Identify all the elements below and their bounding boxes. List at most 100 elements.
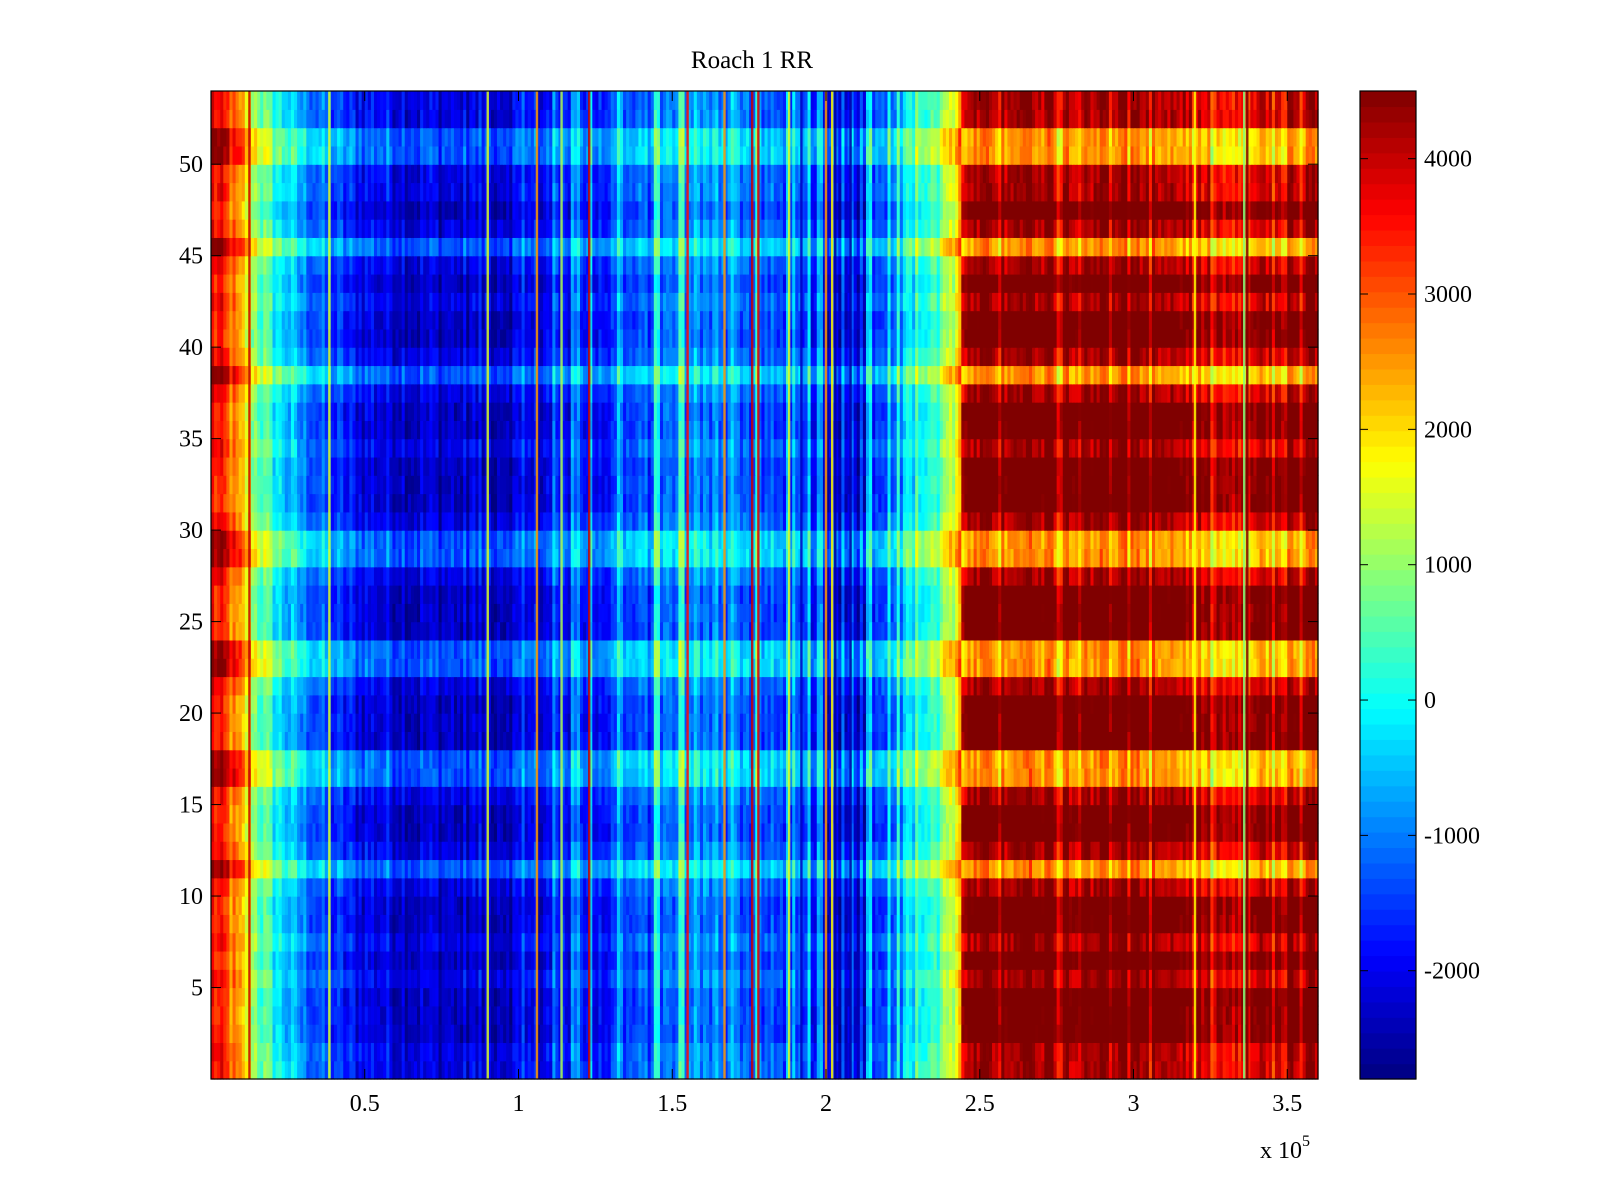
heatmap-cell: [902, 1042, 907, 1062]
heatmap-cell: [570, 1042, 575, 1062]
heatmap-cell: [1302, 1060, 1307, 1080]
heatmap-cell: [912, 1024, 916, 1044]
heatmap-cell: [1118, 1060, 1122, 1080]
heatmap-cell: [1293, 1060, 1298, 1080]
heatmap-cell: [287, 1060, 292, 1080]
heatmap-cell: [214, 1042, 218, 1062]
heatmap-cell: [312, 1042, 317, 1062]
heatmap-cell: [819, 1042, 824, 1062]
heatmap-cell: [506, 1005, 510, 1025]
heatmap-cell: [844, 1060, 849, 1080]
heatmap-cell: [650, 1024, 655, 1044]
heatmap-cell: [616, 1024, 621, 1044]
heatmap-cell: [690, 1060, 695, 1080]
heatmap-cell: [988, 1060, 993, 1080]
heatmap-cell: [822, 1024, 827, 1044]
heatmap-cell: [373, 1005, 378, 1025]
heatmap-cell: [789, 1042, 793, 1062]
heatmap-cell: [370, 1005, 375, 1025]
heatmap-cell: [727, 1042, 732, 1062]
heatmap-cell: [1231, 1060, 1236, 1080]
heatmap-cell: [1019, 1042, 1024, 1062]
heatmap-cell: [752, 1060, 756, 1080]
heatmap-cell: [1096, 1024, 1101, 1044]
heatmap-cell: [792, 1024, 796, 1044]
heatmap-cell: [1053, 1060, 1058, 1080]
heatmap-cell: [703, 1042, 707, 1062]
heatmap-cell: [515, 1024, 520, 1044]
heatmap-cell: [1290, 1024, 1294, 1044]
heatmap-cell: [1308, 1060, 1313, 1080]
heatmap-cell: [232, 1024, 237, 1044]
heatmap-cell: [361, 1060, 366, 1080]
heatmap-cell: [739, 1060, 744, 1080]
heatmap-cell: [367, 1024, 372, 1044]
heatmap-cell: [512, 1024, 517, 1044]
heatmap-cell: [1265, 1042, 1270, 1062]
heatmap-cell: [260, 1060, 264, 1080]
heatmap-cell: [217, 1005, 221, 1025]
heatmap-cell: [656, 1042, 661, 1062]
heatmap-cell: [979, 1060, 984, 1080]
heatmap-cell: [687, 1042, 692, 1062]
heatmap-cell: [958, 1024, 962, 1044]
heatmap-cell: [457, 1042, 461, 1062]
heatmap-cell: [389, 1042, 394, 1062]
heatmap-cell: [337, 1060, 341, 1080]
heatmap-cell: [235, 1005, 240, 1025]
heatmap-cell: [893, 1042, 898, 1062]
heatmap-cell: [706, 1024, 710, 1044]
heatmap-cell: [413, 1005, 418, 1025]
heatmap-cell: [909, 1060, 913, 1080]
heatmap-cell: [1010, 1042, 1015, 1062]
heatmap-cell: [703, 1024, 707, 1044]
heatmap-cell: [598, 1024, 603, 1044]
heatmap-cell: [758, 1060, 763, 1080]
heatmap-cell: [706, 1042, 710, 1062]
heatmap-cell: [509, 1005, 513, 1025]
heatmap-cell: [933, 1060, 938, 1080]
heatmap-cell: [481, 1060, 486, 1080]
heatmap-cell: [853, 1042, 858, 1062]
heatmap-cell: [942, 1024, 947, 1044]
heatmap-cell: [512, 1042, 517, 1062]
heatmap-cell: [1115, 1042, 1119, 1062]
heatmap-cell: [472, 1024, 477, 1044]
heatmap-cell: [782, 1060, 787, 1080]
heatmap-cell: [226, 1042, 231, 1062]
heatmap-cell: [533, 1060, 538, 1080]
heatmap-cell: [1142, 1042, 1147, 1062]
heatmap-cell: [490, 1005, 495, 1025]
heatmap-cell: [290, 1060, 295, 1080]
heatmap-cell: [595, 1060, 600, 1080]
heatmap-cell: [1274, 1060, 1279, 1080]
heatmap-cell: [687, 1060, 692, 1080]
heatmap-cell: [235, 1024, 240, 1044]
heatmap-cell: [1173, 1024, 1178, 1044]
heatmap-cell: [1155, 1042, 1159, 1062]
heatmap-cell: [475, 1005, 480, 1025]
heatmap-cell: [776, 1024, 781, 1044]
heatmap-cell: [896, 1042, 901, 1062]
heatmap-cell: [398, 1005, 403, 1025]
heatmap-cell: [838, 1042, 842, 1062]
heatmap-cell: [238, 1024, 243, 1044]
heatmap-cell: [496, 1060, 501, 1080]
heatmap-cell: [493, 1005, 498, 1025]
heatmap-cell: [949, 1024, 953, 1044]
heatmap-cell: [223, 1042, 227, 1062]
heatmap-cell: [340, 1042, 344, 1062]
heatmap-cell: [1028, 1042, 1033, 1062]
heatmap-cell: [619, 1060, 624, 1080]
heatmap-cell: [1244, 1042, 1248, 1062]
heatmap-cell: [1161, 1024, 1165, 1044]
heatmap-cell: [1176, 1060, 1181, 1080]
heatmap-cell: [281, 1005, 286, 1025]
heatmap-cell: [844, 1042, 849, 1062]
heatmap-cell: [586, 1024, 590, 1044]
heatmap-cell: [979, 1024, 984, 1044]
heatmap-cell: [982, 1060, 987, 1080]
heatmap-cell: [1179, 1042, 1184, 1062]
heatmap-cell: [835, 1042, 839, 1062]
heatmap-cell: [921, 1042, 925, 1062]
